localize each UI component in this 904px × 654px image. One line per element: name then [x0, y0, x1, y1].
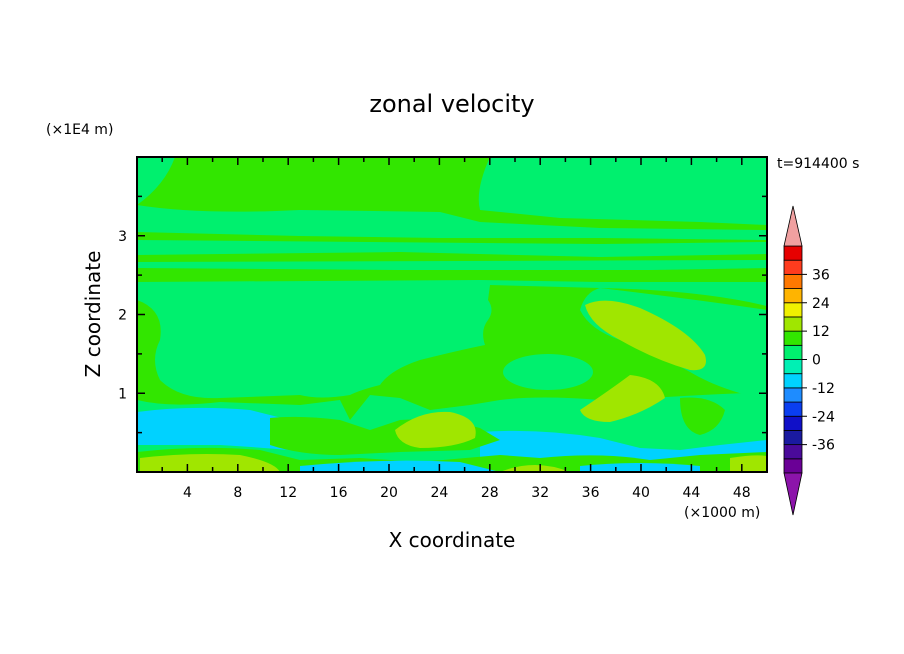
colorbar-segment [783, 344, 803, 360]
field-surface-yellow-2 [500, 465, 570, 472]
colorbar-label: 0 [812, 353, 821, 369]
field-yellow-blob [585, 300, 706, 371]
field-band-1 [137, 205, 767, 240]
colorbar-label: -36 [812, 438, 835, 454]
colorbar-segment [783, 302, 803, 318]
colorbar-label: -24 [812, 409, 835, 425]
field-right-yellow [580, 375, 665, 422]
y-axis-label: Z coordinate [81, 251, 105, 378]
x-tick-label: 28 [481, 485, 499, 501]
colorbar-over-triangle [783, 205, 803, 247]
field-right-green [680, 397, 725, 435]
x-tick-label: 16 [330, 485, 348, 501]
field-lower-yellow [395, 411, 476, 448]
field-surface-cyan-2 [580, 463, 700, 472]
x-tick-label: 4 [183, 485, 192, 501]
field-band-upper-left [137, 157, 175, 205]
colorbar-label: 36 [812, 267, 830, 283]
contour-field [137, 157, 767, 472]
field-mint-ellipse [503, 354, 593, 390]
x-tick-label: 24 [430, 485, 448, 501]
colorbar-segment [783, 245, 803, 261]
field-surface-cyan [300, 460, 500, 472]
colorbar-segment [783, 430, 803, 446]
colorbar-segment [783, 359, 803, 375]
y-tick-label: 1 [118, 386, 127, 402]
field-band-3 [137, 260, 767, 270]
chart-title: zonal velocity [369, 90, 534, 118]
colorbar-segment [783, 330, 803, 346]
x-tick-label: 44 [682, 485, 700, 501]
colorbar-segment [783, 415, 803, 431]
colorbar: 36 24 12 0 -12 -24 -36 [783, 205, 835, 516]
colorbar-segment [783, 273, 803, 289]
colorbar-segment [783, 401, 803, 417]
colorbar-label: 24 [812, 296, 830, 312]
x-tick-label: 32 [531, 485, 549, 501]
colorbar-segment [783, 316, 803, 332]
x-tick-label: 40 [632, 485, 650, 501]
field-band-2 [137, 240, 767, 257]
x-axis-ticks: 4 8 12 16 20 24 28 32 36 40 44 48 [161, 157, 751, 501]
field-surface-yellow-3 [730, 455, 767, 472]
colorbar-segment [783, 288, 803, 304]
colorbar-segment [783, 444, 803, 460]
colorbar-segment [783, 387, 803, 403]
x-tick-label: 8 [233, 485, 242, 501]
x-tick-label: 36 [582, 485, 600, 501]
y-tick-label: 3 [118, 229, 127, 245]
colorbar-label: -12 [812, 381, 835, 397]
x-tick-label: 12 [279, 485, 297, 501]
x-tick-label: 20 [380, 485, 398, 501]
x-tick-label: 48 [733, 485, 751, 501]
field-band-upper-right [478, 157, 767, 225]
colorbar-label: 12 [812, 324, 830, 340]
time-label: t=914400 s [777, 156, 859, 172]
field-surface-yellow [140, 454, 280, 472]
x-axis-label: X coordinate [389, 528, 516, 552]
colorbar-segment [783, 458, 803, 474]
y-tick-label: 2 [118, 308, 127, 324]
x-unit-label: (×1000 m) [684, 505, 760, 521]
y-axis-ticks: 1 2 3 [118, 195, 767, 434]
colorbar-under-triangle [783, 472, 803, 516]
colorbar-segment [783, 259, 803, 275]
y-unit-label: (×1E4 m) [46, 122, 113, 138]
field-band-4 [137, 280, 767, 399]
colorbar-segment [783, 373, 803, 389]
